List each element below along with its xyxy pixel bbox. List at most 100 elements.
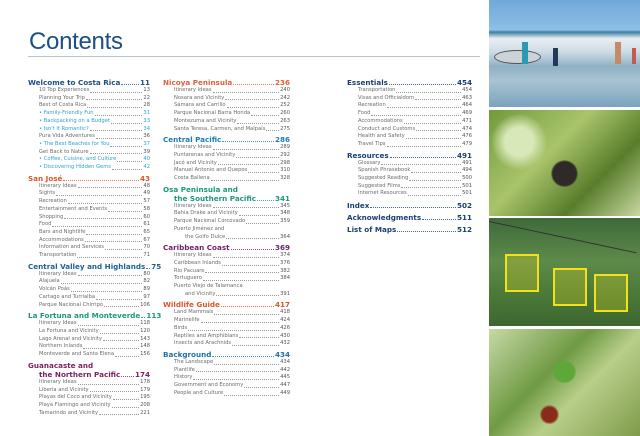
toc-entry[interactable]: Volcán Poás 89 [28,286,150,294]
toc-entry[interactable]: People and Culture 449 [163,390,290,398]
dot-leader [193,379,280,381]
toc-section-heading[interactable]: Resources 491 [347,151,472,160]
toc-section-heading[interactable]: Central Valley and Highlands 75 [28,262,161,271]
toc-entry[interactable]: Pura Vida Adventures 36 [28,133,150,141]
toc-entry[interactable]: Conduct and Customs 474 [347,126,472,134]
toc-entry[interactable]: Visas and Officialdom 463 [347,95,472,103]
toc-entry[interactable]: Playas del Coco and Vicinity 195 [28,394,150,402]
toc-section-heading[interactable]: Index 502 [347,201,472,210]
toc-entry[interactable]: Transportation 454 [347,87,472,95]
toc-entry[interactable]: La Fortuna and Vicinity 120 [28,328,150,336]
toc-entry[interactable]: Itinerary Ideas 48 [28,183,150,191]
toc-entry[interactable]: Jacó and Vicinity 298 [163,160,290,168]
toc-entry[interactable]: Puerto Viejo de Talamanca [163,283,290,291]
toc-section-heading[interactable]: Essentials 454 [347,78,472,87]
toc-entry[interactable]: Itinerary Ideas 178 [28,379,150,387]
toc-section-heading[interactable]: San José 43 [28,174,150,183]
toc-entry[interactable]: Bahía Drake and Vicinity 348 [163,210,290,218]
toc-entry[interactable]: Transportation 71 [28,252,150,260]
toc-entry[interactable]: Itinerary Ideas 240 [163,87,290,95]
toc-section-heading[interactable]: Osa Peninsula and [163,185,290,194]
toc-entry[interactable]: Tamarindo and Vicinity 221 [28,410,150,418]
toc-entry[interactable]: • Family-Friendly Fun 31 [28,110,150,118]
toc-entry[interactable]: Caribbean Inlands 376 [163,260,290,268]
toc-entry[interactable]: Parque Nacional Corcovado 359 [163,218,290,226]
toc-entry[interactable]: Sights 49 [28,190,150,198]
toc-entry[interactable]: Land Mammals 418 [163,309,290,317]
toc-section-heading[interactable]: Wildlife Guide 417 [163,300,290,309]
toc-entry[interactable]: Nosara and Vicinity 242 [163,95,290,103]
toc-entry[interactable]: Sámara and Carrillo 252 [163,102,290,110]
toc-entry[interactable]: Santa Teresa, Carmen, and Malpaís 275 [163,126,290,134]
toc-entry[interactable]: Accommodations 67 [28,237,150,245]
toc-entry[interactable]: • Backpacking on a Budget 33 [28,118,150,126]
toc-entry[interactable]: Get Back to Nature 39 [28,149,150,157]
toc-entry[interactable]: and Vicinity 391 [163,291,290,299]
toc-entry[interactable]: Río Pacuare 382 [163,268,290,276]
toc-entry[interactable]: The Landscape 434 [163,359,290,367]
toc-entry[interactable]: Puerto Jiménez and [163,226,290,234]
toc-entry[interactable]: Food 61 [28,221,150,229]
toc-section-heading[interactable]: Welcome to Costa Rica 11 [28,78,150,87]
toc-entry[interactable]: Glossary 491 [347,160,472,168]
toc-entry[interactable]: Itinerary Ideas 289 [163,144,290,152]
toc-entry[interactable]: Birds 426 [163,325,290,333]
toc-entry[interactable]: Information and Services 70 [28,244,150,252]
toc-entry[interactable]: Recreation 57 [28,198,150,206]
toc-entry[interactable]: Manuel Antonio and Quepos 310 [163,167,290,175]
toc-entry[interactable]: Travel Tips 479 [347,141,472,149]
toc-entry[interactable]: Costa Ballena 328 [163,175,290,183]
toc-entry[interactable]: Alajuela 82 [28,278,150,286]
toc-entry[interactable]: Itinerary Ideas 80 [28,271,150,279]
toc-entry[interactable]: • Isn't It Romantic? 34 [28,126,150,134]
toc-entry[interactable]: • The Best Beaches for You 37 [28,141,150,149]
toc-entry[interactable]: Monteverde and Santa Elena 156 [28,351,150,359]
toc-entry[interactable]: Reptiles and Amphibians 430 [163,333,290,341]
toc-entry[interactable]: Accommodations 471 [347,118,472,126]
toc-entry[interactable]: Parque Nacional Chirripó 106 [28,302,150,310]
toc-entry[interactable]: Liberia and Vicinity 179 [28,387,150,395]
toc-entry[interactable]: Best of Costa Rica 28 [28,102,150,110]
toc-section-heading[interactable]: List of Maps 512 [347,225,472,234]
toc-entry[interactable]: Planning Your Trip 22 [28,95,150,103]
toc-entry[interactable]: Puntarenas and Vicinity 292 [163,152,290,160]
toc-entry[interactable]: Playa Flamingo and Vicinity 208 [28,402,150,410]
toc-entry[interactable]: Spanish Phrasebook 494 [347,167,472,175]
toc-entry[interactable]: Tortuguero 384 [163,275,290,283]
toc-entry[interactable]: Entertainment and Events 58 [28,206,150,214]
toc-entry[interactable]: Suggested Reading 500 [347,175,472,183]
toc-section-heading[interactable]: Caribbean Coast 369 [163,243,290,252]
toc-entry[interactable]: Plantlife 442 [163,367,290,375]
toc-entry[interactable]: Itinerary Ideas 118 [28,320,150,328]
toc-entry[interactable]: Food 469 [347,110,472,118]
toc-section-heading[interactable]: the Northern Pacific 174 [28,370,150,379]
toc-section-heading[interactable]: Acknowledgments 511 [347,213,472,222]
toc-entry[interactable]: 10 Top Experiences 13 [28,87,150,95]
toc-entry[interactable]: Insects and Arachnids 432 [163,340,290,348]
toc-entry[interactable]: Montezuma and Vicinity 263 [163,118,290,126]
toc-entry[interactable]: the Golfo Dulce 364 [163,234,290,242]
toc-entry[interactable]: Itinerary Ideas 345 [163,203,290,211]
toc-entry[interactable]: Internet Resources 501 [347,190,472,198]
toc-entry[interactable]: Northern Inlands 148 [28,343,150,351]
toc-entry[interactable]: Marinelife 424 [163,317,290,325]
toc-section-heading[interactable]: the Southern Pacific 341 [163,194,290,203]
toc-entry[interactable]: Bars and Nightlife 65 [28,229,150,237]
toc-entry[interactable]: Cartago and Turrialba 97 [28,294,150,302]
toc-section-heading[interactable]: Central Pacific 286 [163,135,290,144]
toc-entry[interactable]: • Coffee, Cuisine, and Culture 40 [28,156,150,164]
toc-entry[interactable]: • Discovering Hidden Gems 42 [28,164,150,172]
toc-entry[interactable]: History 445 [163,374,290,382]
toc-entry[interactable]: Lago Arenal and Vicinity 143 [28,336,150,344]
toc-entry[interactable]: Shopping 60 [28,214,150,222]
toc-section-heading[interactable]: Guanacaste and [28,361,150,370]
toc-entry[interactable]: Parque Nacional Barra Honda 260 [163,110,290,118]
toc-entry[interactable]: Health and Safety 476 [347,133,472,141]
toc-entry[interactable]: Government and Economy 447 [163,382,290,390]
toc-section-heading[interactable]: Nicoya Peninsula 236 [163,78,290,87]
toc-section-heading[interactable]: Background 434 [163,350,290,359]
toc-section-heading[interactable]: La Fortuna and Monteverde 113 [28,311,161,320]
toc-entry[interactable]: Itinerary Ideas 374 [163,252,290,260]
toc-entry[interactable]: Suggested Films 501 [347,183,472,191]
toc-entry[interactable]: Recreation 464 [347,102,472,110]
